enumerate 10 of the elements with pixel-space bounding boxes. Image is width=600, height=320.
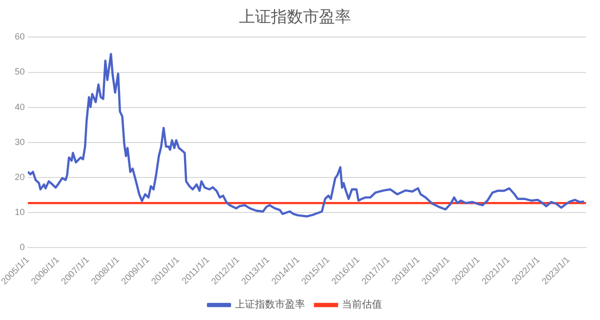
chart-title: 上证指数市盈率 [239,6,351,26]
y-tick-label: 50 [14,66,25,77]
y-tick-label: 0 [20,242,25,252]
y-tick-label: 20 [14,172,25,182]
y-tick-label: 40 [14,102,25,112]
legend-label: 上证指数市盈率 [235,298,305,311]
y-tick-label: 60 [14,32,25,42]
y-tick-label: 10 [14,207,25,218]
legend-label: 当前估值 [342,298,382,311]
y-tick-label: 30 [14,136,25,147]
